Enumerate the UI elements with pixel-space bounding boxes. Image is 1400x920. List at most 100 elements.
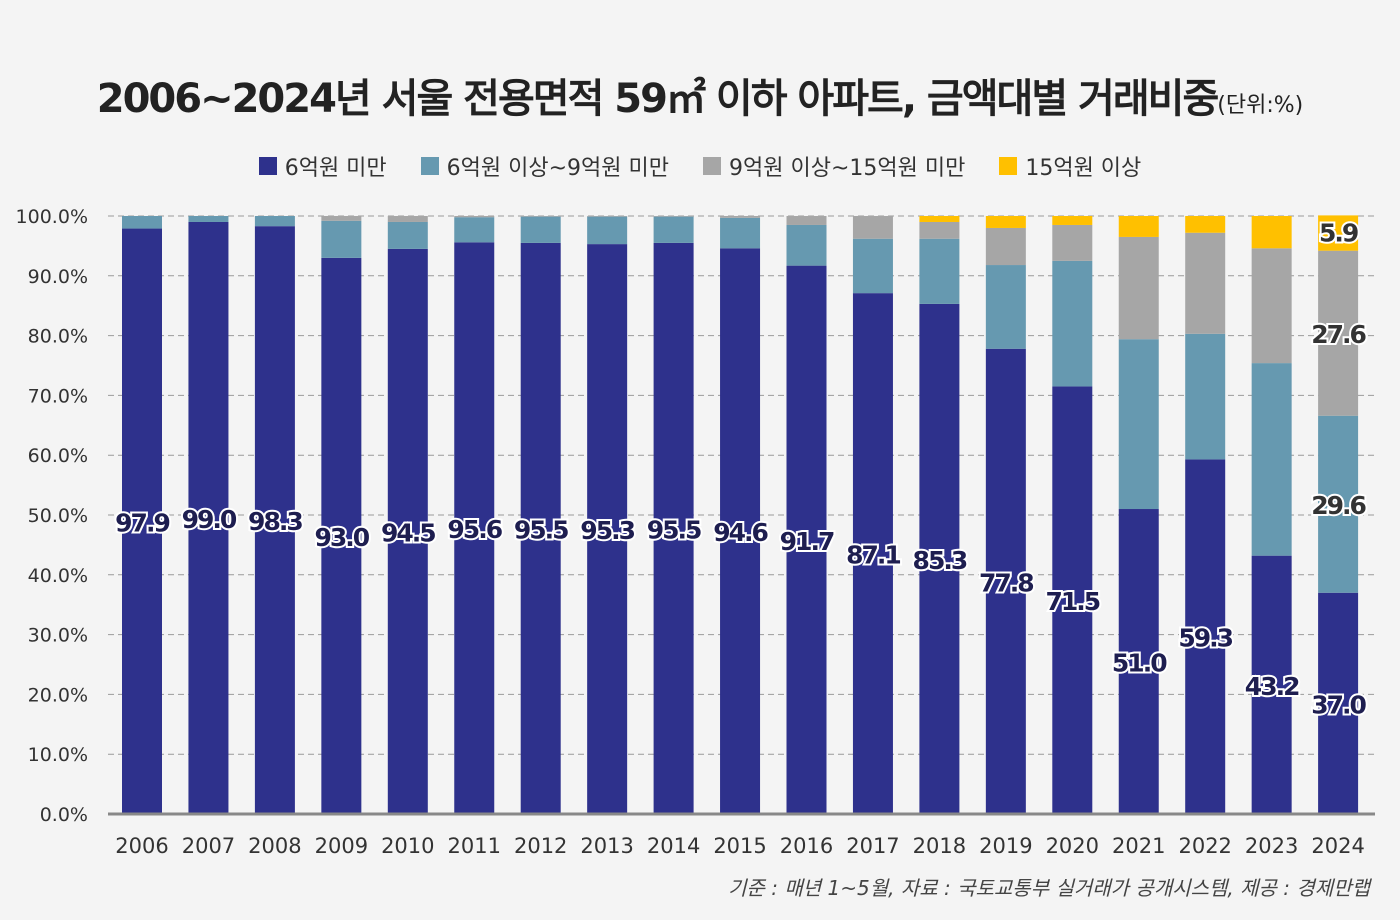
bar-segment xyxy=(454,217,495,243)
x-tick-label: 2007 xyxy=(182,834,235,858)
y-tick-label: 70.0% xyxy=(28,385,88,407)
x-tick-label: 2019 xyxy=(979,834,1032,858)
x-tick-label: 2012 xyxy=(514,834,567,858)
bar-segment xyxy=(1318,415,1359,593)
legend-swatch xyxy=(999,157,1018,175)
bar-segment xyxy=(1251,216,1292,249)
bar-segment xyxy=(587,216,628,245)
bar-segment xyxy=(852,293,893,815)
bar-segment xyxy=(520,216,561,243)
data-label: 95.3 xyxy=(580,516,634,545)
data-label: 91.7 xyxy=(780,527,834,556)
legend-item: 15억원 이상 xyxy=(999,150,1141,182)
bar-segment xyxy=(1318,215,1359,251)
y-tick-label: 60.0% xyxy=(28,445,88,467)
x-tick-label: 2009 xyxy=(315,834,368,858)
bar-segment xyxy=(1118,339,1159,510)
bar-segment xyxy=(1052,224,1093,261)
bar-segment xyxy=(520,216,561,217)
bar-segment xyxy=(122,228,162,815)
bar-segment xyxy=(321,257,362,814)
x-tick-label: 2008 xyxy=(248,834,301,858)
data-label: 93.0 xyxy=(315,523,370,552)
bar-segment xyxy=(1052,216,1093,225)
bar-segment xyxy=(720,217,761,249)
x-tick-label: 2023 xyxy=(1245,834,1298,858)
bar-segment xyxy=(1185,216,1226,233)
title-text: 2006~2024년 서울 전용면적 59㎡ 이하 아파트, 금액대별 거래비중 xyxy=(96,76,1220,122)
bar-segment xyxy=(985,348,1026,814)
bar-segment xyxy=(1251,555,1292,814)
x-tick-label: 2018 xyxy=(913,834,966,858)
data-label: 77.8 xyxy=(979,568,1033,597)
unit-note: (단위:%) xyxy=(1217,93,1304,118)
x-tick-label: 2024 xyxy=(1311,834,1364,858)
bar-segment xyxy=(653,242,694,814)
data-label: 97.9 xyxy=(115,508,169,537)
legend-label: 6억원 미만 xyxy=(284,156,387,181)
data-label: 95.5 xyxy=(647,515,701,544)
bar-segment xyxy=(919,221,960,239)
bar-segment xyxy=(1052,386,1093,814)
data-label: 99.0 xyxy=(182,505,237,534)
y-tick-label: 10.0% xyxy=(28,744,88,766)
bar-segment xyxy=(387,248,428,814)
bar-segment xyxy=(520,242,561,814)
bar-segment xyxy=(1251,248,1292,364)
x-tick-label: 2020 xyxy=(1046,834,1099,858)
data-label: 59.3 xyxy=(1178,624,1232,653)
y-tick-label: 40.0% xyxy=(28,565,88,587)
chart-title: 2006~2024년 서울 전용면적 59㎡ 이하 아파트, 금액대별 거래비중… xyxy=(0,66,1400,124)
y-tick-label: 0.0% xyxy=(40,804,88,826)
x-tick-label: 2017 xyxy=(846,834,899,858)
y-tick-label: 90.0% xyxy=(28,266,88,288)
legend-label: 6억원 이상~9억원 미만 xyxy=(446,156,669,181)
bar-segment xyxy=(852,238,893,294)
bar-segment xyxy=(985,216,1026,228)
y-tick-label: 50.0% xyxy=(28,505,88,527)
bar-segment xyxy=(852,216,893,239)
bar-segment xyxy=(587,216,628,217)
bar-segment xyxy=(1185,459,1226,814)
y-tick-label: 100.0% xyxy=(16,206,88,228)
bar-segment xyxy=(387,221,428,249)
data-label: 51.0 xyxy=(1112,649,1167,678)
bar-segment xyxy=(786,224,827,266)
bar-segment xyxy=(985,265,1026,349)
bar-segment xyxy=(653,216,694,217)
bar-segment xyxy=(720,248,761,815)
bar-segment xyxy=(985,227,1026,266)
bar-segment xyxy=(1318,250,1359,416)
y-tick-label: 80.0% xyxy=(28,326,88,348)
bar-segment xyxy=(387,216,428,222)
legend-label: 15억원 이상 xyxy=(1025,156,1142,181)
bar-segment xyxy=(122,216,162,229)
legend-label: 9억원 이상~15억원 미만 xyxy=(729,156,966,181)
data-label: 5.9 xyxy=(1319,218,1358,247)
bar-segment xyxy=(720,216,761,218)
source-note: 기준 : 매년 1~5월, 자료 : 국토교통부 실거래가 공개시스템, 제공 … xyxy=(728,876,1370,900)
bar-segment xyxy=(919,238,960,304)
legend-item: 9억원 이상~15억원 미만 xyxy=(703,150,965,182)
bar-segment xyxy=(919,303,960,814)
x-tick-label: 2015 xyxy=(713,834,766,858)
bar-segment xyxy=(653,216,694,243)
bar-segment xyxy=(1118,216,1159,237)
data-label: 29.6 xyxy=(1311,491,1366,520)
bar-segment xyxy=(786,265,827,814)
data-label: 98.3 xyxy=(248,507,302,536)
bar-segment xyxy=(1118,509,1159,814)
x-tick-label: 2006 xyxy=(115,834,168,858)
legend-item: 6억원 이상~9억원 미만 xyxy=(420,150,669,182)
bar-segment xyxy=(587,244,628,814)
bar-segment xyxy=(321,216,362,221)
x-tick-label: 2011 xyxy=(448,834,501,858)
bar-segment xyxy=(254,226,295,814)
bar-segment xyxy=(1185,333,1226,460)
x-tick-label: 2014 xyxy=(647,834,700,858)
data-label: 95.6 xyxy=(447,515,502,544)
bar-segment xyxy=(1052,260,1093,387)
data-label: 94.6 xyxy=(713,518,768,547)
